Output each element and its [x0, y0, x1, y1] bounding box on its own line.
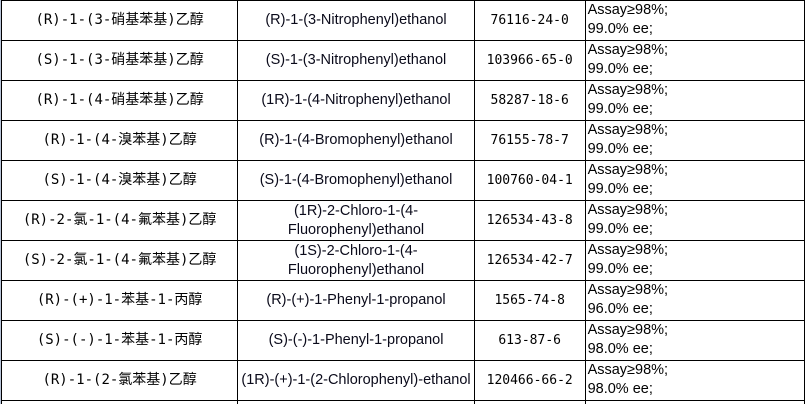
assay-text: Assay≥98%; — [587, 282, 669, 298]
cas-number-cell: 100760-04-1 — [473, 160, 586, 201]
chinese-name-cell: (R)-(+)-1-苯基-1-丙醇 — [0, 280, 239, 321]
chinese-name-cell: (R)-1-(2-氯苯基)乙醇 — [0, 360, 239, 401]
english-name-cell: (1R)-(+)-1-(2-Chlorophenyl)-ethanol — [237, 360, 475, 401]
ee-text: 99.0% ee; — [587, 141, 653, 157]
table-row: (S)-(-)-1-苯基-1-丙醇 (S)-(-)-1-Phenyl-1-prop… — [0, 320, 805, 361]
cas-number-cell: 613-87-6 — [473, 320, 586, 361]
english-name-cell: (1R)-2-Chloro-1-(4-Fluorophenyl)ethanol — [237, 200, 475, 241]
table-row: (R)-1-(4-溴苯基)乙醇 (R)-1-(4-Bromophenyl)etha… — [0, 120, 805, 161]
english-name-cell: (S)-(-)-1-Phenyl-1-propanol — [237, 320, 475, 361]
specification-cell: Assay≥98%; 99.0% ee; — [584, 80, 805, 121]
cas-number-cell: 120466-66-2 — [473, 360, 586, 401]
ee-text: 99.0% ee; — [587, 61, 653, 77]
cas-number-cell: 58287-18-6 — [473, 80, 586, 121]
assay-text: Assay≥98%; — [587, 202, 669, 218]
ee-text: 98.0% ee; — [587, 341, 653, 357]
cas-number-cell: 103966-65-0 — [473, 40, 586, 81]
table-row: (S)-1-(3-硝基苯基)乙醇 (S)-1-(3-Nitrophenyl)eth… — [0, 40, 805, 81]
specification-cell: Assay≥98%; 99.0% ee; — [584, 240, 805, 281]
english-name-cell: (R)-1-(4-Bromophenyl)ethanol — [237, 120, 475, 161]
english-name-cell: (R)-(+)-1-Phenyl-1-propanol — [237, 280, 475, 321]
specification-cell: Assay≥98%; 99.0% ee; — [584, 120, 805, 161]
cell — [473, 400, 586, 404]
ee-text: 99.0% ee; — [587, 21, 653, 37]
ee-text: 99.0% ee; — [587, 221, 653, 237]
assay-text: Assay≥98%; — [587, 82, 669, 98]
ee-text: 96.0% ee; — [587, 301, 653, 317]
table-row: (R)-2-氯-1-(4-氟苯基)乙醇 (1R)-2-Chloro-1-(4-Fl… — [0, 200, 805, 241]
cas-number-cell: 126534-43-8 — [473, 200, 586, 241]
assay-text: Assay≥98%; — [587, 322, 669, 338]
table-row: (R)-(+)-1-苯基-1-丙醇 (R)-(+)-1-Phenyl-1-prop… — [0, 280, 805, 321]
table-row: (S)-1-(4-溴苯基)乙醇 (S)-1-(4-Bromophenyl)etha… — [0, 160, 805, 201]
assay-text: Assay≥98%; — [587, 122, 669, 138]
ee-text: 99.0% ee; — [587, 261, 653, 277]
table-row: (R)-1-(3-硝基苯基)乙醇 (R)-1-(3-Nitrophenyl)eth… — [0, 0, 805, 41]
english-name-cell: (1S)-2-Chloro-1-(4-Fluorophenyl)ethanol — [237, 240, 475, 281]
cas-number-cell: 76155-78-7 — [473, 120, 586, 161]
table-row-partial — [0, 400, 805, 404]
ee-text: 99.0% ee; — [587, 101, 653, 117]
assay-text: Assay≥98%; — [587, 242, 669, 258]
chinese-name-cell: (S)-1-(4-溴苯基)乙醇 — [0, 160, 239, 201]
chinese-name-cell: (R)-1-(3-硝基苯基)乙醇 — [0, 0, 239, 41]
english-name-cell: (S)-1-(4-Bromophenyl)ethanol — [237, 160, 475, 201]
cas-number-cell: 126534-42-7 — [473, 240, 586, 281]
chinese-name-cell: (R)-1-(4-溴苯基)乙醇 — [0, 120, 239, 161]
cell — [0, 400, 239, 404]
specification-cell: Assay≥98%; 96.0% ee; — [584, 280, 805, 321]
ee-text: 98.0% ee; — [587, 381, 653, 397]
cas-number-cell: 1565-74-8 — [473, 280, 586, 321]
chinese-name-cell: (R)-1-(4-硝基苯基)乙醇 — [0, 80, 239, 121]
specification-cell: Assay≥98%; 99.0% ee; — [584, 160, 805, 201]
chinese-name-cell: (S)-(-)-1-苯基-1-丙醇 — [0, 320, 239, 361]
assay-text: Assay≥98%; — [587, 42, 669, 58]
specification-cell: Assay≥98%; 99.0% ee; — [584, 0, 805, 41]
assay-text: Assay≥98%; — [587, 162, 669, 178]
chinese-name-cell: (S)-2-氯-1-(4-氟苯基)乙醇 — [0, 240, 239, 281]
cas-number-cell: 76116-24-0 — [473, 0, 586, 41]
english-name-cell: (R)-1-(3-Nitrophenyl)ethanol — [237, 0, 475, 41]
english-name-cell: (1R)-1-(4-Nitrophenyl)ethanol — [237, 80, 475, 121]
ee-text: 99.0% ee; — [587, 181, 653, 197]
cell — [237, 400, 475, 404]
assay-text: Assay≥98%; — [587, 362, 669, 378]
english-name-cell: (S)-1-(3-Nitrophenyl)ethanol — [237, 40, 475, 81]
specification-cell: Assay≥98%; 98.0% ee; — [584, 320, 805, 361]
table-row: (S)-2-氯-1-(4-氟苯基)乙醇 (1S)-2-Chloro-1-(4-Fl… — [0, 240, 805, 281]
table-row: (R)-1-(4-硝基苯基)乙醇 (1R)-1-(4-Nitrophenyl)et… — [0, 80, 805, 121]
specification-cell: Assay≥98%; 99.0% ee; — [584, 40, 805, 81]
assay-text: Assay≥98%; — [587, 2, 669, 18]
table-row: (R)-1-(2-氯苯基)乙醇 (1R)-(+)-1-(2-Chloropheny… — [0, 360, 805, 401]
chinese-name-cell: (S)-1-(3-硝基苯基)乙醇 — [0, 40, 239, 81]
chinese-name-cell: (R)-2-氯-1-(4-氟苯基)乙醇 — [0, 200, 239, 241]
specification-cell: Assay≥98%; 99.0% ee; — [584, 200, 805, 241]
specification-cell: Assay≥98%; 98.0% ee; — [584, 360, 805, 401]
cell — [584, 400, 805, 404]
